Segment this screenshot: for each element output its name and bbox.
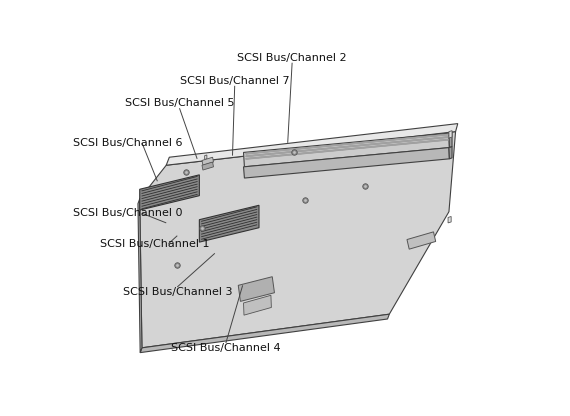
Polygon shape	[138, 199, 142, 353]
Text: SCSI Bus/Channel 1: SCSI Bus/Channel 1	[100, 239, 209, 249]
Text: SCSI Bus/Channel 0: SCSI Bus/Channel 0	[74, 208, 183, 218]
Polygon shape	[449, 147, 452, 159]
Text: SCSI Bus/Channel 5: SCSI Bus/Channel 5	[125, 98, 234, 108]
Polygon shape	[205, 155, 207, 159]
Polygon shape	[449, 131, 452, 138]
Polygon shape	[243, 148, 449, 178]
Polygon shape	[202, 157, 214, 165]
Polygon shape	[202, 162, 214, 170]
Polygon shape	[238, 277, 275, 301]
Polygon shape	[407, 232, 435, 249]
Polygon shape	[243, 295, 271, 315]
Polygon shape	[246, 136, 449, 157]
Polygon shape	[448, 216, 451, 223]
Polygon shape	[140, 131, 455, 348]
Polygon shape	[246, 134, 449, 154]
Text: SCSI Bus/Channel 4: SCSI Bus/Channel 4	[171, 343, 280, 353]
Polygon shape	[200, 205, 259, 242]
Text: SCSI Bus/Channel 6: SCSI Bus/Channel 6	[74, 138, 183, 148]
Text: SCSI Bus/Channel 7: SCSI Bus/Channel 7	[180, 76, 290, 86]
Polygon shape	[449, 131, 452, 148]
Polygon shape	[140, 314, 389, 353]
Polygon shape	[140, 175, 200, 210]
Text: SCSI Bus/Channel 2: SCSI Bus/Channel 2	[237, 53, 347, 63]
Text: SCSI Bus/Channel 3: SCSI Bus/Channel 3	[123, 287, 232, 297]
Polygon shape	[243, 133, 449, 167]
Polygon shape	[166, 124, 458, 165]
Polygon shape	[246, 139, 449, 159]
